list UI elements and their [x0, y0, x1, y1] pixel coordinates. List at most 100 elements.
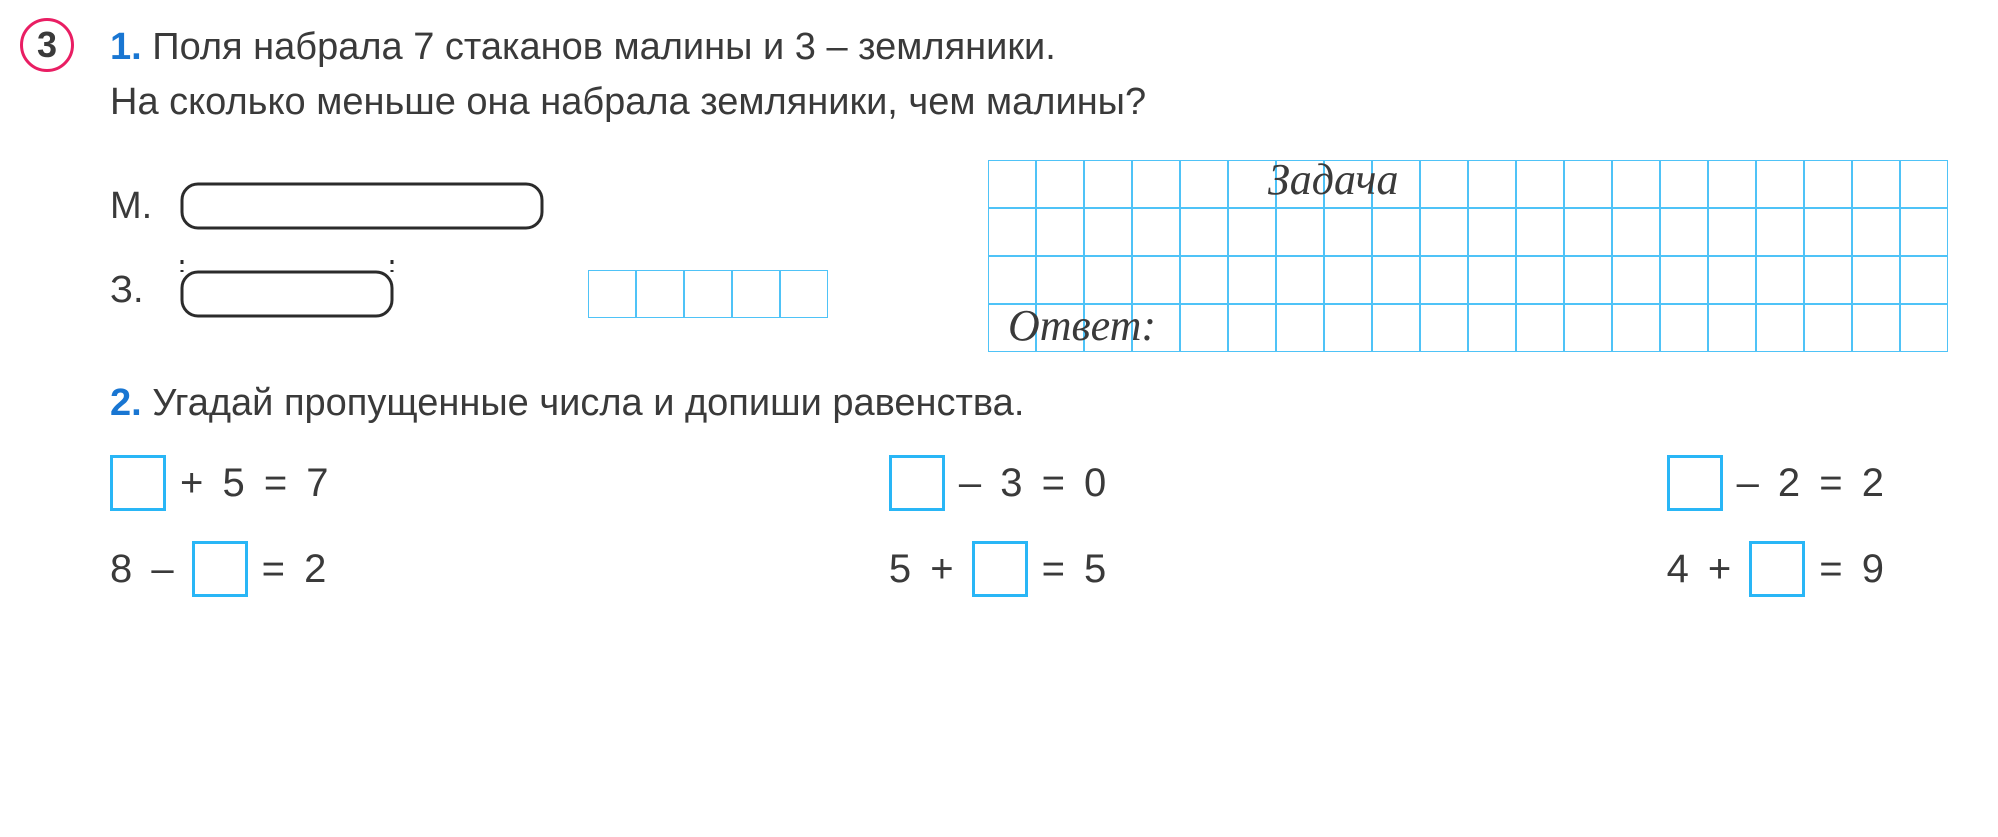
grid-cell[interactable]	[1756, 256, 1804, 304]
grid-cell[interactable]	[1900, 256, 1948, 304]
grid-cell[interactable]	[1612, 160, 1660, 208]
grid-cell[interactable]	[1708, 304, 1756, 352]
grid-cell[interactable]	[1180, 208, 1228, 256]
grid-cell[interactable]	[988, 208, 1036, 256]
grid-cell[interactable]	[1420, 304, 1468, 352]
blank-box[interactable]	[110, 455, 166, 511]
grid-cell[interactable]	[1612, 256, 1660, 304]
grid-cell[interactable]	[684, 270, 732, 318]
grid-cell[interactable]	[1468, 256, 1516, 304]
grid-cell[interactable]	[1468, 304, 1516, 352]
grid-cell[interactable]	[1372, 208, 1420, 256]
grid-cell[interactable]	[1036, 208, 1084, 256]
blank-box[interactable]	[1667, 455, 1723, 511]
grid-cell[interactable]	[1372, 304, 1420, 352]
grid-cell[interactable]	[1708, 160, 1756, 208]
grid-cell[interactable]	[1228, 304, 1276, 352]
small-grid-row	[588, 270, 828, 318]
grid-cell[interactable]	[1468, 160, 1516, 208]
grid-cell[interactable]	[1852, 160, 1900, 208]
grid-cell[interactable]	[1516, 304, 1564, 352]
grid-cell[interactable]	[1372, 256, 1420, 304]
grid-cell[interactable]	[1660, 256, 1708, 304]
grid-cell[interactable]	[1564, 256, 1612, 304]
grid-cell[interactable]	[1276, 256, 1324, 304]
equation: 4 + = 9	[1667, 541, 1888, 597]
grid-cell[interactable]	[1420, 208, 1468, 256]
grid-cell[interactable]	[1420, 256, 1468, 304]
grid-cell[interactable]	[1564, 208, 1612, 256]
grid-cell[interactable]	[1804, 160, 1852, 208]
grid-cell[interactable]	[1036, 160, 1084, 208]
grid-cell[interactable]	[1660, 208, 1708, 256]
grid-cell[interactable]	[1660, 304, 1708, 352]
grid-cell[interactable]	[1804, 208, 1852, 256]
grid-cell[interactable]	[1852, 304, 1900, 352]
grid-cell[interactable]	[1516, 208, 1564, 256]
equation-text: 5 +	[889, 547, 958, 592]
grid-cell[interactable]	[1468, 208, 1516, 256]
grid-cell[interactable]	[1324, 256, 1372, 304]
blank-box[interactable]	[1749, 541, 1805, 597]
grid-cell[interactable]	[1804, 304, 1852, 352]
grid-cell[interactable]	[1612, 208, 1660, 256]
grid-cell[interactable]	[1708, 208, 1756, 256]
grid-cell[interactable]	[1324, 208, 1372, 256]
small-answer-grid[interactable]	[588, 270, 828, 318]
grid-cell[interactable]	[1756, 160, 1804, 208]
problem-2-instruction: Угадай пропущенные числа и допиши равенс…	[152, 382, 1024, 424]
grid-cell[interactable]	[1276, 304, 1324, 352]
grid-cell[interactable]	[1852, 208, 1900, 256]
grid-cell[interactable]	[1612, 304, 1660, 352]
grid-cell[interactable]	[1804, 256, 1852, 304]
blank-box[interactable]	[889, 455, 945, 511]
grid-cell[interactable]	[1036, 256, 1084, 304]
diagram-label-z: З.	[110, 269, 160, 312]
equation: + 5 = 7	[110, 455, 333, 511]
grid-cell[interactable]	[1228, 208, 1276, 256]
grid-cell[interactable]	[1564, 304, 1612, 352]
grid-cell[interactable]	[1084, 256, 1132, 304]
grid-row	[988, 208, 1948, 256]
problem-1-text: 1. Поля набрала 7 стаканов малины и 3 – …	[110, 20, 1948, 130]
grid-cell[interactable]	[1324, 304, 1372, 352]
grid-cell[interactable]	[1180, 304, 1228, 352]
grid-cell[interactable]	[1420, 160, 1468, 208]
grid-cell[interactable]	[732, 270, 780, 318]
grid-cell[interactable]	[588, 270, 636, 318]
grid-cell[interactable]	[1132, 256, 1180, 304]
blank-box[interactable]	[972, 541, 1028, 597]
grid-cell[interactable]	[1228, 256, 1276, 304]
grid-cell[interactable]	[1708, 256, 1756, 304]
blank-box[interactable]	[192, 541, 248, 597]
grid-cell[interactable]	[1132, 160, 1180, 208]
grid-cell[interactable]	[1900, 304, 1948, 352]
sub-number-1: 1.	[110, 26, 142, 68]
grid-cell[interactable]	[1900, 160, 1948, 208]
grid-cell[interactable]	[1564, 160, 1612, 208]
grid-cell[interactable]	[1756, 304, 1804, 352]
grid-cell[interactable]	[988, 160, 1036, 208]
grid-cell[interactable]	[1900, 208, 1948, 256]
grid-cell[interactable]	[1756, 208, 1804, 256]
large-answer-grid[interactable]: Задача Ответ:	[988, 160, 1948, 352]
grid-cell[interactable]	[1180, 160, 1228, 208]
equation-text: = 5	[1042, 547, 1111, 592]
grid-cell[interactable]	[988, 256, 1036, 304]
grid-cell[interactable]	[1084, 208, 1132, 256]
equation: 5 + = 5	[889, 541, 1110, 597]
equation-text: 4 +	[1667, 547, 1736, 592]
grid-cell[interactable]	[1276, 208, 1324, 256]
grid-cell[interactable]	[1132, 208, 1180, 256]
grid-cell[interactable]	[636, 270, 684, 318]
grid-cell[interactable]	[1516, 256, 1564, 304]
worksheet-page: 3 1. Поля набрала 7 стаканов малины и 3 …	[0, 0, 1998, 617]
equation-text: + 5 = 7	[180, 461, 333, 506]
grid-cell[interactable]	[1084, 160, 1132, 208]
bar-z	[178, 260, 548, 320]
grid-cell[interactable]	[1516, 160, 1564, 208]
grid-cell[interactable]	[1852, 256, 1900, 304]
grid-cell[interactable]	[780, 270, 828, 318]
grid-cell[interactable]	[1660, 160, 1708, 208]
grid-cell[interactable]	[1180, 256, 1228, 304]
